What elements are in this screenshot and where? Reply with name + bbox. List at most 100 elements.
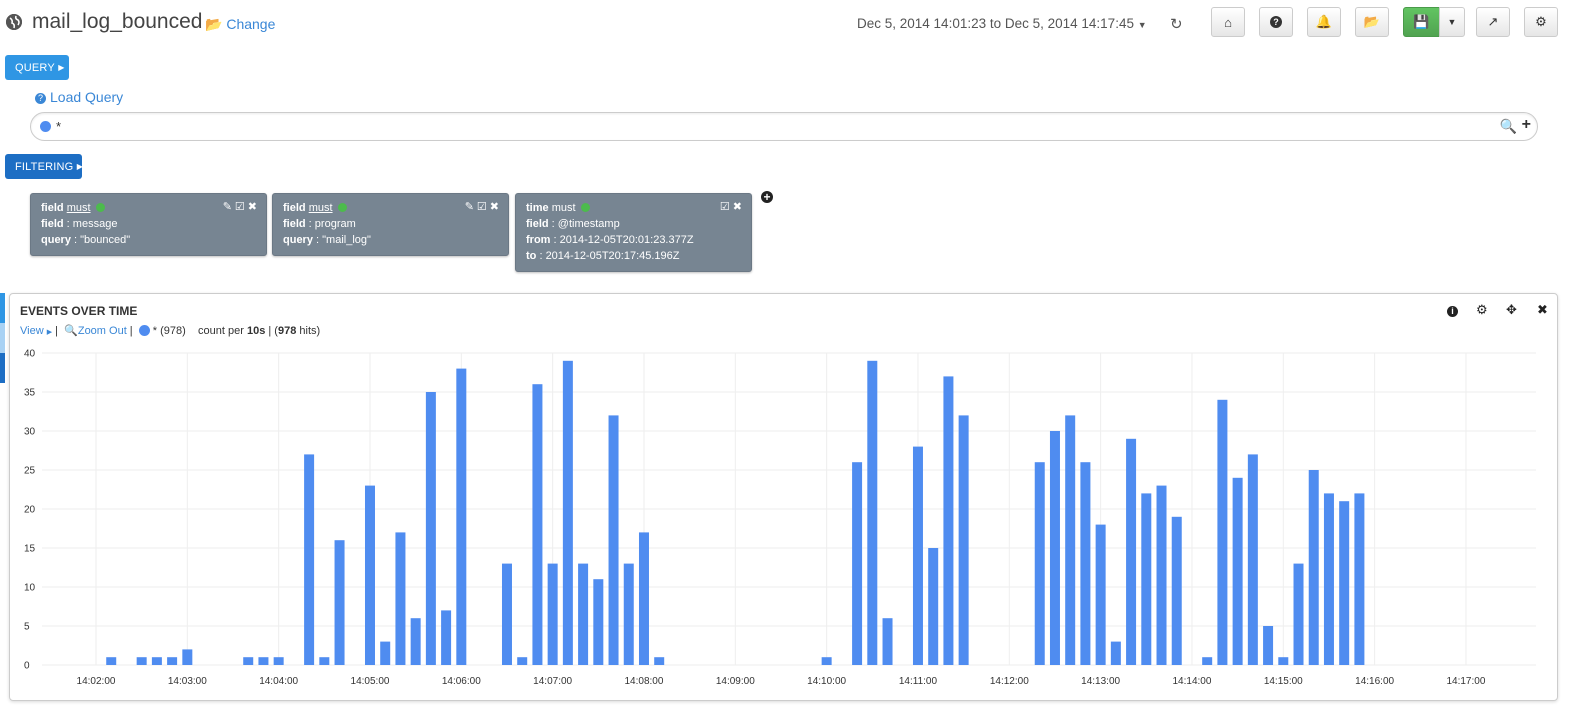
change-dashboard-link[interactable]: 📂 Change — [205, 16, 275, 33]
chart-bar — [364, 485, 375, 665]
x-tick-label: 14:06:00 — [442, 676, 481, 687]
chart-bar — [852, 462, 863, 665]
panel-legend-row: View ▶ | 🔍Zoom Out | * (978) count per 1… — [20, 325, 321, 337]
interval-value: 10s — [246, 325, 266, 337]
chart-bar — [136, 657, 147, 665]
add-query-icon[interactable]: + — [1521, 116, 1531, 133]
chart-bar — [532, 384, 543, 665]
chart-bar — [456, 368, 467, 665]
chart-bar — [1354, 493, 1365, 665]
filter-mode[interactable]: must — [308, 202, 333, 214]
chart-bar — [380, 641, 391, 665]
load-dashboard-button[interactable]: 📂 — [1355, 7, 1389, 37]
question-circle-icon: ? — [35, 93, 46, 104]
search-icon[interactable]: 🔍 — [1499, 118, 1517, 134]
settings-button[interactable]: ⚙ — [1524, 7, 1558, 37]
zoom-out-link[interactable]: 🔍Zoom Out — [64, 325, 127, 337]
filter-key: to — [526, 250, 537, 262]
dashboard-title: mail_log_bounced — [32, 10, 203, 33]
save-button[interactable]: 💾 — [1403, 7, 1440, 37]
move-icon[interactable]: ✥ — [1506, 302, 1517, 317]
row-collapse-strip[interactable] — [0, 293, 5, 383]
histogram-panel — [9, 293, 1558, 701]
chart-bar — [928, 548, 939, 665]
add-filter-icon[interactable]: + — [761, 191, 773, 203]
y-tick-label: 5 — [24, 622, 30, 633]
home-icon: ⌂ — [1224, 14, 1232, 30]
close-icon[interactable]: ✖ — [1537, 302, 1548, 317]
home-button[interactable]: ⌂ — [1211, 7, 1245, 37]
filter-card: field must field : program query : "mail… — [272, 193, 509, 256]
y-tick-label: 40 — [24, 349, 36, 360]
x-tick-label: 14:10:00 — [807, 676, 846, 687]
filter-mode[interactable]: must — [66, 202, 91, 214]
help-button[interactable]: ? — [1259, 7, 1293, 37]
chart-bar — [441, 610, 452, 665]
timerange-picker[interactable]: Dec 5, 2014 14:01:23 to Dec 5, 2014 14:1… — [857, 16, 1147, 31]
alerts-button[interactable]: 🔔 — [1307, 7, 1341, 37]
filtering-toggle-button[interactable]: FILTERING ▶ — [5, 154, 84, 179]
y-tick-label: 0 — [24, 661, 30, 672]
chart-bar — [1141, 493, 1152, 665]
chart-bar — [1339, 501, 1350, 665]
query-label: QUERY — [15, 61, 55, 74]
x-tick-label: 14:17:00 — [1446, 676, 1485, 687]
check-icon[interactable]: ☑ — [234, 201, 248, 213]
filter-mode[interactable]: must — [551, 202, 576, 214]
chart-bar — [623, 563, 634, 665]
filter-value: 2014-12-05T20:01:23.377Z — [559, 234, 694, 246]
filter-key: field — [41, 218, 64, 230]
chart-bar — [1247, 454, 1258, 665]
chart-bar — [243, 657, 254, 665]
close-icon[interactable]: ✖ — [247, 201, 260, 213]
query-toggle-button[interactable]: QUERY ▶ — [5, 55, 69, 80]
load-query-link[interactable]: ? Load Query — [35, 89, 123, 105]
chart-bar — [334, 540, 345, 665]
count-prefix: count per — [198, 325, 247, 337]
query-bar: * 🔍 + — [30, 112, 1538, 141]
series-color-dot[interactable] — [138, 325, 150, 336]
chart-bar — [1126, 438, 1137, 665]
bell-icon: 🔔 — [1315, 14, 1333, 29]
chart-bar — [1156, 485, 1167, 665]
active-dot-icon[interactable] — [337, 203, 347, 212]
active-dot-icon[interactable] — [95, 203, 105, 212]
info-icon[interactable]: i — [1447, 302, 1458, 317]
check-icon[interactable]: ☑ — [476, 201, 490, 213]
active-dot-icon[interactable] — [580, 203, 590, 212]
share-icon: ↗ — [1487, 14, 1499, 29]
filter-value: message — [72, 218, 118, 230]
caret-right-icon: ▶ — [76, 162, 84, 171]
edit-icon[interactable]: ✎ — [222, 201, 235, 213]
chart-bar — [1080, 462, 1091, 665]
series-label[interactable]: * (978) — [152, 325, 186, 337]
filtering-label: FILTERING — [15, 160, 74, 173]
close-icon[interactable]: ✖ — [489, 201, 502, 213]
close-icon[interactable]: ✖ — [732, 201, 745, 213]
query-input[interactable]: * — [56, 119, 62, 134]
y-tick-label: 25 — [24, 466, 36, 477]
chart-bar — [1323, 493, 1334, 665]
view-menu[interactable]: View ▶ — [20, 325, 52, 337]
chart-bar — [167, 657, 178, 665]
chart-bar — [912, 446, 923, 665]
x-tick-label: 14:15:00 — [1264, 676, 1303, 687]
chart-bar — [1308, 470, 1319, 665]
query-color-dot[interactable] — [40, 121, 51, 132]
refresh-icon[interactable]: ↻ — [1170, 16, 1183, 33]
folder-open-icon: 📂 — [1363, 14, 1381, 29]
caret-down-icon: ▼ — [1137, 20, 1147, 30]
chart-bar — [1110, 641, 1121, 665]
chart-bar — [578, 563, 589, 665]
caret-right-icon: ▶ — [58, 63, 65, 72]
x-tick-label: 14:13:00 — [1081, 676, 1120, 687]
check-icon[interactable]: ☑ — [719, 201, 733, 213]
share-button[interactable]: ↗ — [1476, 7, 1510, 37]
gear-icon[interactable]: ⚙ — [1476, 302, 1488, 317]
chart-bar — [258, 657, 269, 665]
events-histogram: 0 5 10 15 20 25 30 35 40 14:02:00 14:03:00 14:04:00… — [24, 349, 1536, 687]
save-dropdown-button[interactable]: ▼ — [1439, 7, 1465, 37]
edit-icon[interactable]: ✎ — [464, 201, 477, 213]
chart-bar — [425, 392, 436, 665]
filter-card: field must field : message query : "boun… — [30, 193, 267, 256]
